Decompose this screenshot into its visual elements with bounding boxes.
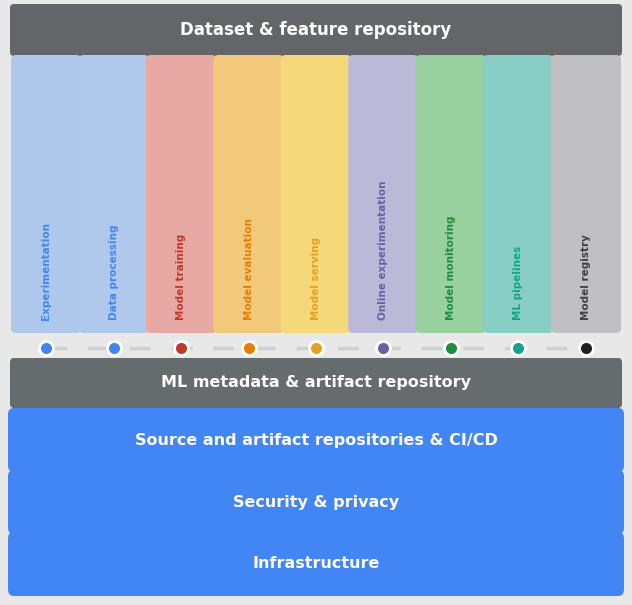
Text: Data processing: Data processing bbox=[109, 224, 119, 320]
Text: Model monitoring: Model monitoring bbox=[446, 215, 456, 320]
Text: Model serving: Model serving bbox=[311, 237, 321, 320]
Text: Online experimentation: Online experimentation bbox=[379, 180, 389, 320]
FancyBboxPatch shape bbox=[416, 55, 486, 333]
FancyBboxPatch shape bbox=[483, 55, 554, 333]
Text: Model evaluation: Model evaluation bbox=[243, 218, 253, 320]
Text: Dataset & feature repository: Dataset & feature repository bbox=[180, 21, 452, 39]
Text: ML metadata & artifact repository: ML metadata & artifact repository bbox=[161, 376, 471, 390]
Text: Model registry: Model registry bbox=[581, 234, 591, 320]
FancyBboxPatch shape bbox=[281, 55, 351, 333]
FancyBboxPatch shape bbox=[10, 4, 622, 56]
FancyBboxPatch shape bbox=[10, 358, 622, 408]
FancyBboxPatch shape bbox=[8, 408, 624, 472]
Text: ML pipelines: ML pipelines bbox=[513, 246, 523, 320]
FancyBboxPatch shape bbox=[78, 55, 149, 333]
FancyBboxPatch shape bbox=[8, 532, 624, 596]
Text: Security & privacy: Security & privacy bbox=[233, 494, 399, 509]
Text: Infrastructure: Infrastructure bbox=[252, 557, 380, 572]
FancyBboxPatch shape bbox=[348, 55, 418, 333]
FancyBboxPatch shape bbox=[11, 55, 82, 333]
FancyBboxPatch shape bbox=[550, 55, 621, 333]
FancyBboxPatch shape bbox=[214, 55, 284, 333]
Text: Model training: Model training bbox=[176, 234, 186, 320]
FancyBboxPatch shape bbox=[8, 470, 624, 534]
Text: Experimentation: Experimentation bbox=[41, 222, 51, 320]
FancyBboxPatch shape bbox=[146, 55, 216, 333]
Text: Source and artifact repositories & CI/CD: Source and artifact repositories & CI/CD bbox=[135, 433, 497, 448]
